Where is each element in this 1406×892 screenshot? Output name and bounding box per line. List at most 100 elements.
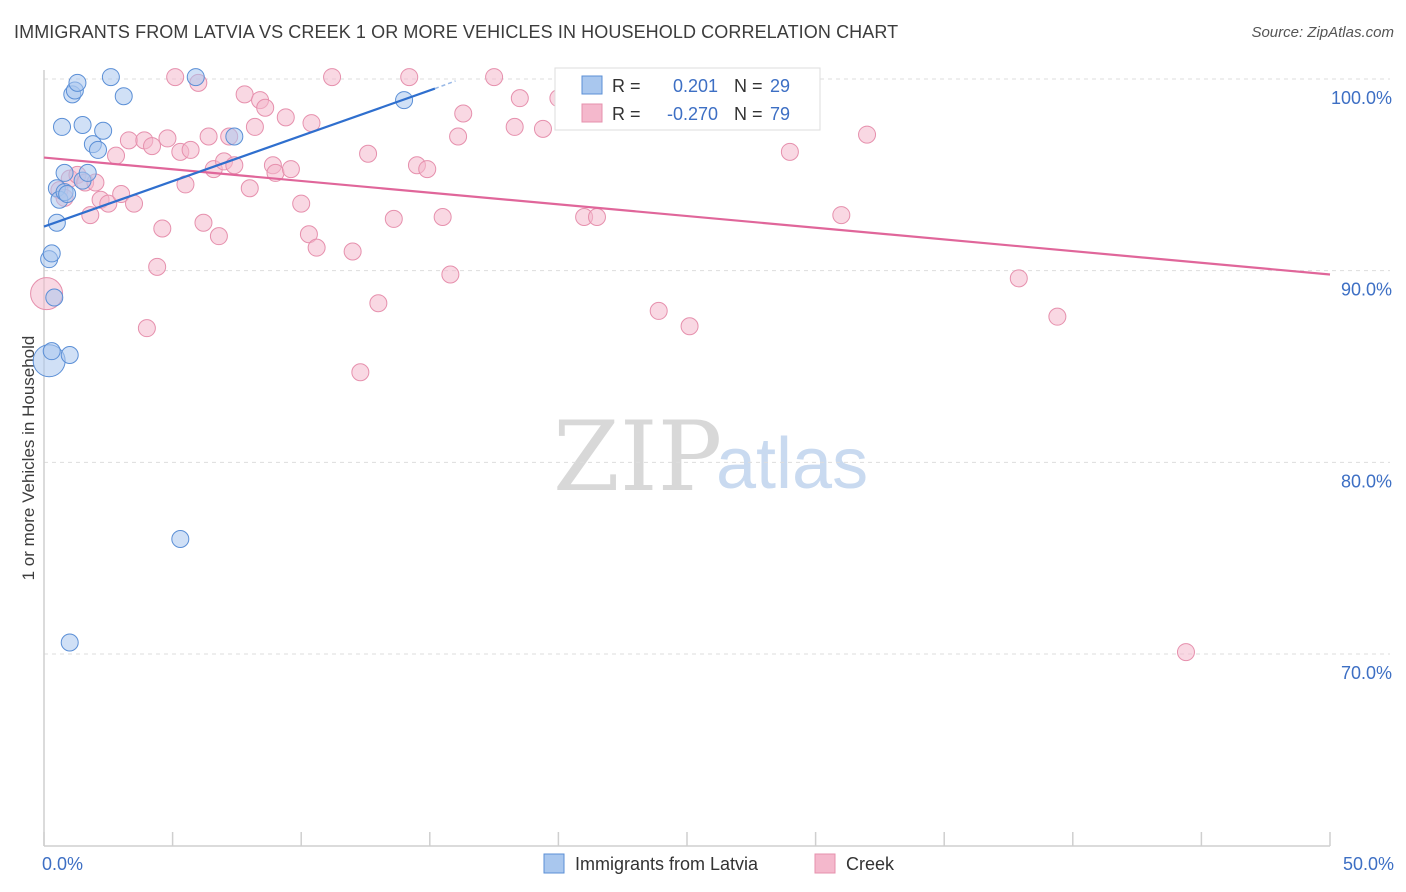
stats-r-value-creek: -0.270 [667,104,718,124]
creek-point [533,119,552,138]
y-tick-label: 80.0% [1341,471,1392,491]
latvia-point [73,116,92,134]
legend-label-latvia: Immigrants from Latvia [575,854,759,874]
stats-n-label-creek: N = [734,104,763,124]
legend-label-creek: Creek [846,854,895,874]
creek-point [1048,307,1067,326]
creek-point [209,227,228,246]
creek-point [148,257,167,276]
watermark-zip: ZIP [553,401,722,513]
creek-point [351,363,370,382]
creek-point [137,319,156,338]
creek-point [454,104,473,123]
y-axis-label: 1 or more Vehicles in Household [19,336,38,581]
bottom-legend: Immigrants from Latvia Creek [543,853,895,874]
y-tick-label: 70.0% [1341,663,1392,683]
x-tick-label: 0.0% [42,854,83,874]
creek-point [281,160,300,179]
creek-point [235,85,254,104]
creek-point [510,89,529,108]
creek-point [299,225,318,244]
creek-point [323,68,342,87]
creek-points [30,68,1195,662]
latvia-point [58,185,77,203]
latvia-point [42,342,61,361]
creek-point [832,206,851,225]
latvia-point [60,633,79,652]
stats-r-label-latvia: R = [612,76,641,96]
latvia-point [101,68,120,87]
creek-point [307,238,326,257]
creek-point [240,179,259,198]
creek-point [166,68,185,87]
creek-point [680,317,699,336]
creek-point [343,242,362,261]
latvia-point [94,121,113,140]
creek-point [649,301,668,320]
creek-point [158,129,177,148]
creek-point [1176,643,1195,662]
creek-point [143,137,162,156]
latvia-point [55,163,74,182]
creek-point [119,131,138,150]
stats-n-value-latvia: 29 [770,76,790,96]
latvia-point [186,68,205,87]
creek-point [194,213,213,232]
gridlines [44,78,1390,655]
stats-swatch-creek [581,103,603,123]
stats-n-label-latvia: N = [734,76,763,96]
creek-point [153,219,172,238]
latvia-point [171,530,190,548]
latvia-trend-line [43,87,436,228]
latvia-point [60,346,79,364]
stats-n-value-creek: 79 [770,104,790,124]
y-ticks: 100.0% 90.0% 80.0% 70.0% [1331,88,1392,683]
x-tick-label: 50.0% [1343,854,1394,874]
creek-point [107,146,126,165]
creek-point [505,117,524,136]
creek-point [369,294,388,313]
stats-r-value-latvia: 0.201 [673,76,718,96]
creek-point [485,68,504,87]
creek-point [418,160,437,179]
stats-swatch-latvia [581,75,603,95]
latvia-trend-extension [434,80,456,90]
creek-trend-line [43,156,1331,276]
stats-box: R = 0.201 N = 29 R = -0.270 N = 79 [554,67,821,131]
latvia-point [53,117,72,136]
creek-point [433,208,452,226]
y-tick-label: 100.0% [1331,88,1392,108]
latvia-point [42,244,61,263]
creek-point [245,117,264,136]
source-label: Source: ZipAtlas.com [1251,24,1394,41]
stats-r-label-creek: R = [612,104,641,124]
creek-point [587,208,606,226]
x-ticks: 0.0% 50.0% [42,832,1394,874]
creek-point [292,194,311,213]
creek-point [449,127,468,146]
creek-point [359,144,378,163]
creek-point [1009,269,1028,288]
legend-swatch-latvia [543,853,565,874]
legend-swatch-creek [814,853,836,874]
creek-point [199,127,218,146]
creek-point [400,68,419,87]
trend-lines [43,80,1331,276]
creek-point [384,209,403,228]
watermark-atlas: atlas [716,424,868,504]
y-tick-label: 90.0% [1341,280,1392,300]
latvia-point [114,87,133,106]
creek-point [780,142,799,161]
creek-point [441,265,460,284]
chart-title: IMMIGRANTS FROM LATVIA VS CREEK 1 OR MOR… [14,22,899,42]
latvia-point [78,163,97,182]
latvia-point [89,140,108,159]
creek-point [276,108,295,127]
creek-point [256,98,275,117]
latvia-point [45,288,64,307]
creek-point [858,125,877,144]
creek-point [181,140,200,159]
latvia-point [68,73,87,92]
latvia-points [32,68,414,652]
